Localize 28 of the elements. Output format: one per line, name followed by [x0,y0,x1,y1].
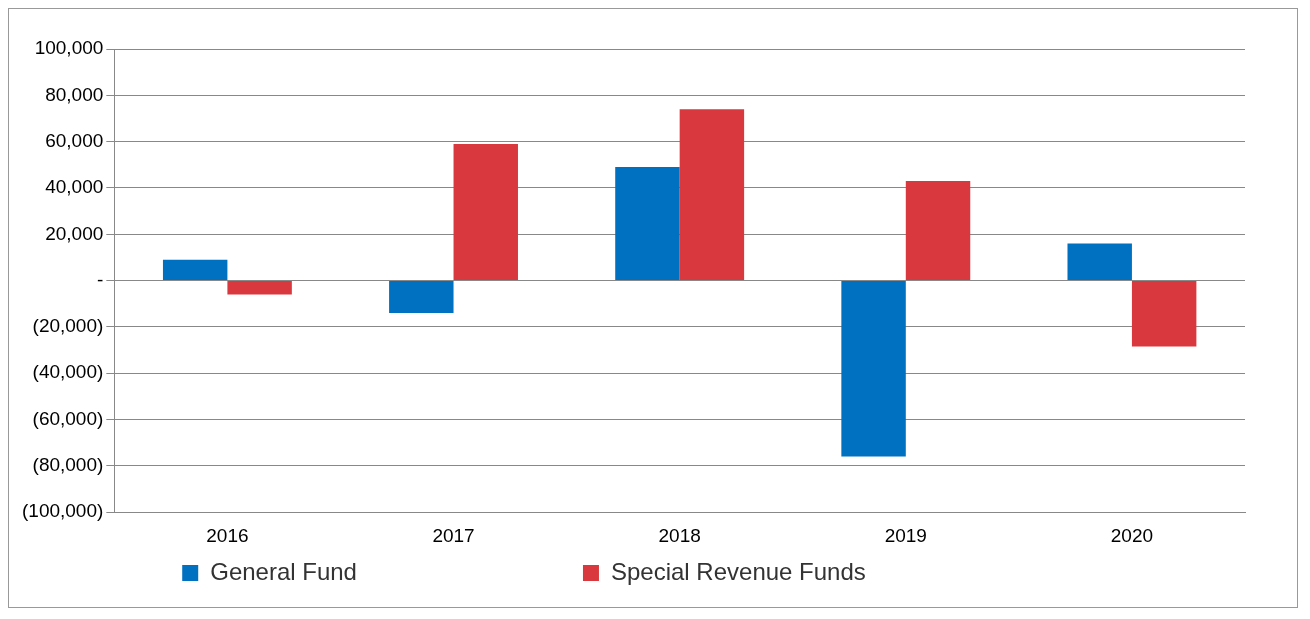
x-tick-label: 2018 [658,524,701,546]
x-tick-label: 2019 [884,524,927,546]
bar [1067,243,1132,281]
y-tick-label: 40,000 [45,176,104,198]
bar [679,109,745,281]
y-tick-label: 20,000 [45,222,104,244]
y-tick-label: (20,000) [32,315,104,337]
bar [615,167,680,281]
y-tick-label: 80,000 [45,83,104,105]
bar [389,281,454,314]
y-tick-label: 60,000 [45,129,104,151]
bar [1131,281,1197,347]
x-tick-label: 2017 [432,524,475,546]
y-tick-label: - [97,268,104,290]
y-tick-label: (40,000) [32,361,104,383]
y-tick-label: (80,000) [32,454,104,476]
x-tick-label: 2016 [206,524,249,546]
legend-label: Special Revenue Funds [610,557,1082,585]
y-tick-label: 100,000 [34,37,104,59]
bar [162,259,228,281]
y-tick-label: (100,000) [21,500,104,522]
bar [905,181,971,281]
legend-label: General Fund [210,557,573,585]
bar [227,281,292,295]
x-tick-label: 2020 [1110,524,1154,546]
y-tick-label: (60,000) [32,407,104,429]
bar [841,281,906,457]
bar [453,143,518,281]
